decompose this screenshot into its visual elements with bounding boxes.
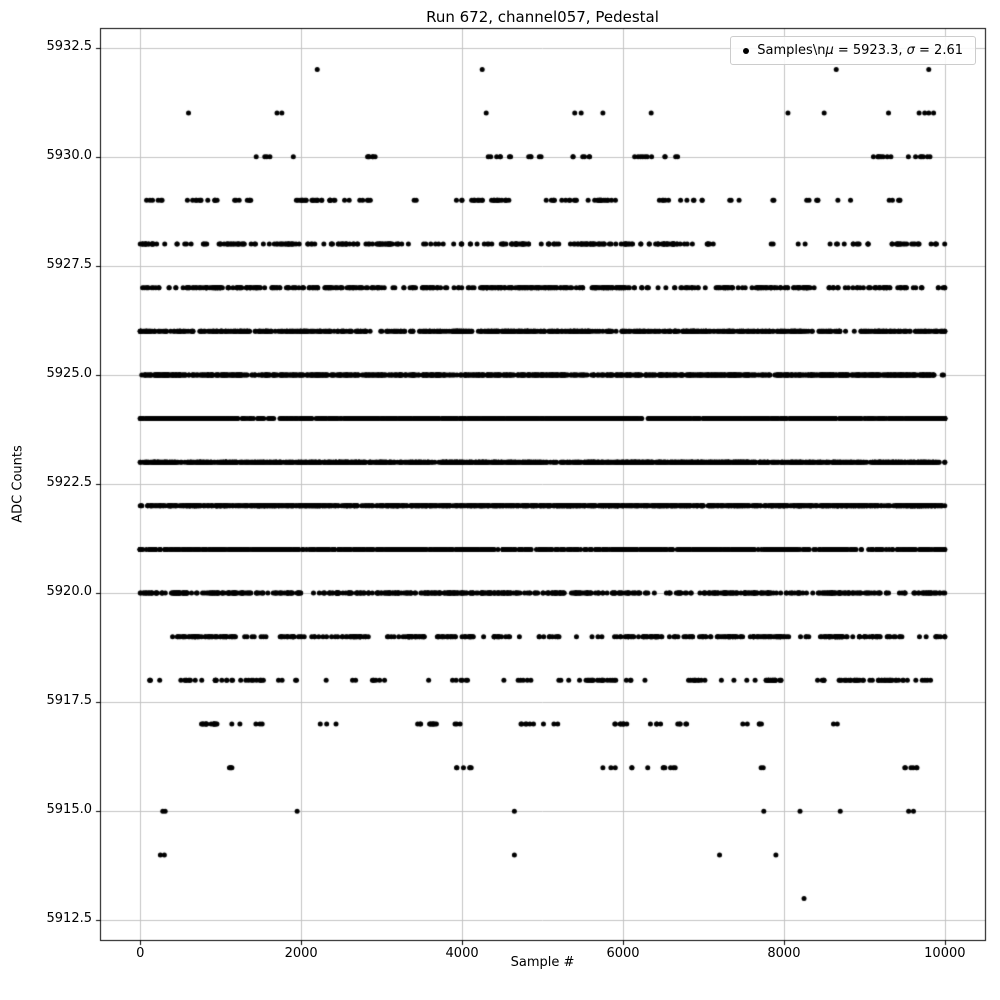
y-axis-label: ADC Counts [10, 445, 26, 523]
legend: Samples\nμ = 5923.3, σ = 2.61 [730, 36, 976, 65]
legend-text-part: Samples\n [757, 43, 826, 58]
legend-mu-symbol: μ [825, 43, 834, 58]
chart-title: Run 672, channel057, Pedestal [426, 8, 659, 26]
legend-sigma-symbol: σ [906, 43, 915, 58]
legend-marker-dot [743, 47, 750, 54]
legend-text-part: = 2.61 [914, 43, 963, 58]
legend-label: Samples\nμ = 5923.3, σ = 2.61 [757, 43, 963, 58]
x-axis-label: Sample # [510, 955, 575, 970]
legend-text-part: = 5923.3, [833, 43, 907, 58]
